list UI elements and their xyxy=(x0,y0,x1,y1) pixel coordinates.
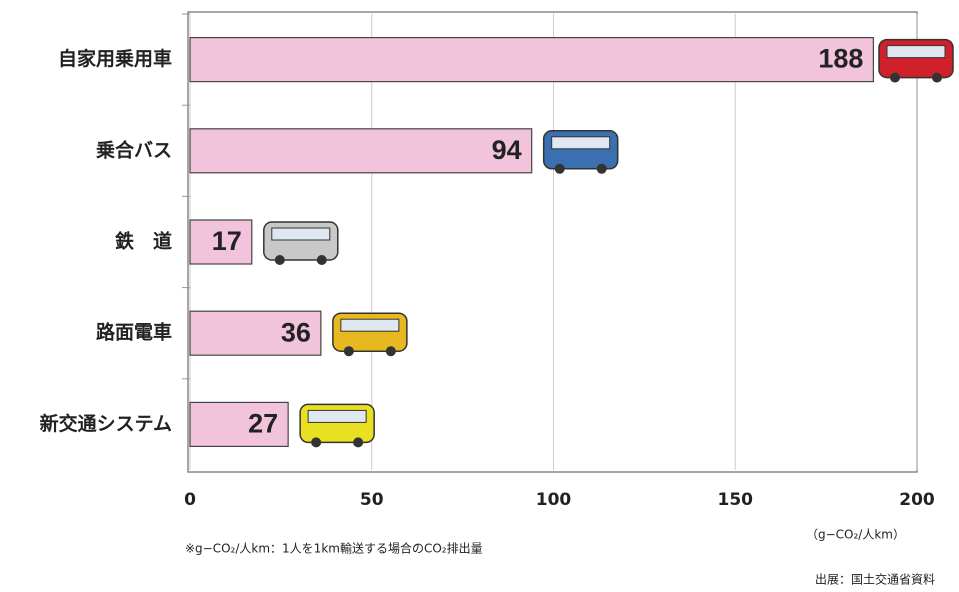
category-label: 新交通システム xyxy=(40,412,172,435)
x-tick-label: 150 xyxy=(718,490,754,510)
value-label: 188 xyxy=(818,44,863,74)
vehicle-wheel xyxy=(353,437,363,447)
x-tick-label: 50 xyxy=(360,490,384,510)
value-label: 17 xyxy=(212,226,242,256)
x-tick-label: 0 xyxy=(184,490,196,510)
vehicle-wheel xyxy=(317,255,327,265)
vehicle-wheel xyxy=(555,164,565,174)
value-label: 94 xyxy=(492,135,522,165)
vehicle-wheel xyxy=(932,73,942,83)
x-unit-label: （g−CO₂/人km） xyxy=(806,528,905,542)
source: 出展：国土交通省資料 xyxy=(815,572,935,587)
vehicle-wheel xyxy=(311,437,321,447)
x-tick-label: 200 xyxy=(899,490,935,510)
vehicle-wheel xyxy=(597,164,607,174)
x-tick-label: 100 xyxy=(536,490,572,510)
note: ※g−CO₂/人km：1人を1km輸送する場合のCO₂排出量 xyxy=(185,541,483,556)
chart: （g−CO₂/人km） ※g−CO₂/人km：1人を1km輸送する場合のCO₂排… xyxy=(0,0,959,592)
vehicle-window xyxy=(887,46,945,58)
vehicle-wheel xyxy=(275,255,285,265)
vehicle-window xyxy=(341,319,399,331)
value-label: 36 xyxy=(281,317,311,347)
vehicle-window xyxy=(308,410,366,422)
vehicle-wheel xyxy=(386,346,396,356)
vehicle-wheel xyxy=(344,346,354,356)
vehicle-window xyxy=(552,137,610,149)
category-label: 路面電車 xyxy=(96,321,172,344)
bar xyxy=(190,129,532,173)
bar xyxy=(190,38,873,82)
vehicle-wheel xyxy=(890,73,900,83)
category-label: 鉄 道 xyxy=(115,230,172,253)
value-label: 27 xyxy=(248,409,278,439)
category-label: 乗合バス xyxy=(96,138,172,161)
vehicle-window xyxy=(272,228,330,240)
category-label: 自家用乗用車 xyxy=(58,47,172,70)
